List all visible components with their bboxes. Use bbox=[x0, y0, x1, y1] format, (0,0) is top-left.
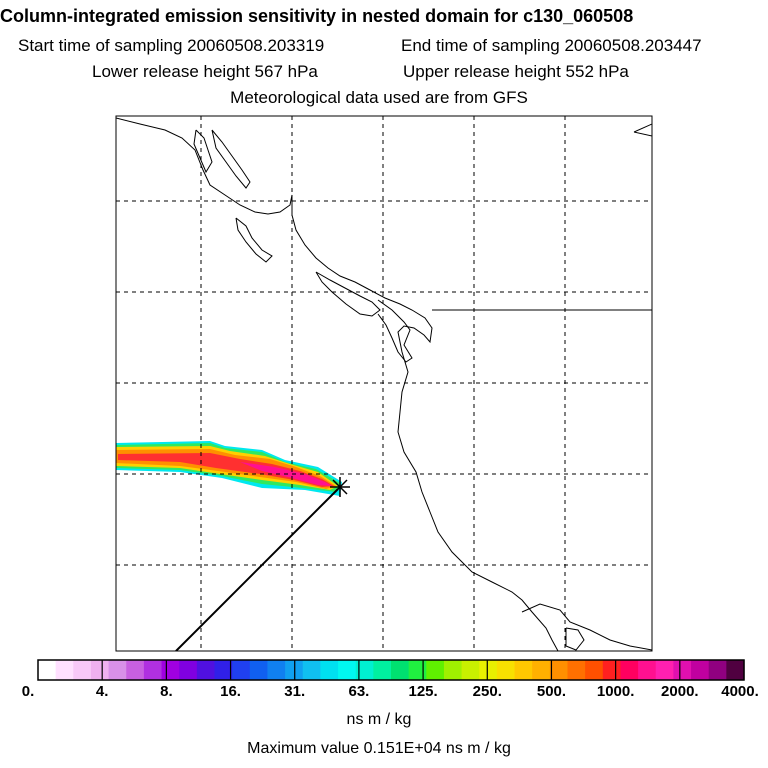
colorbar-swatch bbox=[638, 660, 657, 680]
flight-track bbox=[175, 488, 339, 651]
end-time: End time of sampling 20060508.203447 bbox=[401, 36, 702, 55]
island-alaska-1 bbox=[211, 129, 251, 189]
colorbar-swatch bbox=[38, 660, 57, 680]
colorbar-tick-label: 4000. bbox=[721, 683, 759, 700]
colorbar-swatch bbox=[302, 660, 321, 680]
colorbar-swatch bbox=[549, 660, 569, 680]
colorbar-swatch bbox=[320, 660, 339, 680]
colorbar-swatch bbox=[673, 660, 692, 680]
colorbar-frame bbox=[37, 659, 745, 681]
colorbar-swatch bbox=[179, 660, 198, 680]
colorbar-swatch bbox=[108, 660, 127, 680]
colorbar-swatch bbox=[338, 660, 357, 680]
colorbar-tick-label: 4. bbox=[95, 683, 109, 700]
lat-lon-grid bbox=[116, 116, 652, 651]
met-data-source: Meteorological data used are from GFS bbox=[230, 88, 528, 107]
island-bc-1 bbox=[235, 217, 273, 263]
colorbar-dividers bbox=[101, 660, 681, 680]
coast-east bbox=[521, 603, 652, 651]
colorbar-tick-label: 250. bbox=[472, 683, 502, 700]
colorbar-tick-label: 0. bbox=[21, 683, 35, 700]
island-ne bbox=[633, 123, 652, 137]
colorbar-swatch bbox=[585, 660, 604, 680]
plume-red-core bbox=[118, 453, 334, 487]
colorbar-tick-label: 500. bbox=[536, 683, 567, 700]
colorbar-swatch bbox=[479, 660, 498, 680]
strait-coast bbox=[377, 299, 413, 363]
map-frame bbox=[115, 115, 653, 652]
colorbar-swatch bbox=[426, 660, 445, 680]
colorbar-swatch bbox=[567, 660, 586, 680]
colorbar-swatch bbox=[143, 660, 163, 680]
colorbar-swatch bbox=[496, 660, 516, 680]
colorbar-swatch bbox=[514, 660, 533, 680]
colorbar-tick-label: 63. bbox=[348, 683, 370, 700]
colorbar-swatch bbox=[391, 660, 410, 680]
lower-release-height: Lower release height 567 hPa bbox=[92, 62, 318, 81]
colorbar-swatch bbox=[726, 660, 745, 680]
colorbar-swatch bbox=[161, 660, 180, 680]
colorbar-swatch bbox=[461, 660, 480, 680]
colorbar-swatch bbox=[602, 660, 622, 680]
island-east bbox=[565, 627, 585, 651]
colorbar-swatch bbox=[55, 660, 74, 680]
colorbar-swatch bbox=[267, 660, 286, 680]
colorbar-swatch bbox=[90, 660, 110, 680]
colorbar-swatch bbox=[214, 660, 233, 680]
colorbar-tick-label: 31. bbox=[284, 683, 306, 700]
start-time: Start time of sampling 20060508.203319 bbox=[18, 36, 325, 55]
colorbar-swatch bbox=[373, 660, 392, 680]
receptor-marker bbox=[330, 477, 350, 497]
colorbar-swatch bbox=[443, 660, 463, 680]
plot-title: Column-integrated emission sensitivity i… bbox=[0, 6, 634, 26]
colorbar-swatch bbox=[532, 660, 551, 680]
colorbar-swatch bbox=[355, 660, 374, 680]
colorbar-swatch bbox=[408, 660, 427, 680]
maximum-value: Maximum value 0.151E+04 ns m / kg bbox=[247, 740, 511, 757]
colorbar-swatch bbox=[620, 660, 639, 680]
colorbar-tick-label: 16. bbox=[220, 683, 241, 700]
upper-release-height: Upper release height 552 hPa bbox=[403, 62, 629, 81]
colorbar-swatch bbox=[691, 660, 710, 680]
island-vancouver bbox=[315, 271, 381, 317]
colorbar-swatch bbox=[655, 660, 674, 680]
colorbar-swatch bbox=[232, 660, 251, 680]
island-haida bbox=[193, 129, 213, 174]
colorbar-tick-label: 2000. bbox=[661, 683, 699, 700]
colorbar-swatch bbox=[196, 660, 216, 680]
colorbar-swatch bbox=[708, 660, 727, 680]
colorbar bbox=[38, 660, 745, 680]
coastline bbox=[116, 117, 559, 651]
colorbar-tick-label: 1000. bbox=[596, 683, 635, 700]
colorbar-swatch bbox=[126, 660, 145, 680]
colorbar-units: ns m / kg bbox=[346, 711, 412, 728]
colorbar-tick-label: 125. bbox=[408, 683, 438, 700]
colorbar-tick-label: 8. bbox=[160, 683, 173, 700]
colorbar-swatch bbox=[73, 660, 92, 680]
colorbar-swatch bbox=[249, 660, 269, 680]
